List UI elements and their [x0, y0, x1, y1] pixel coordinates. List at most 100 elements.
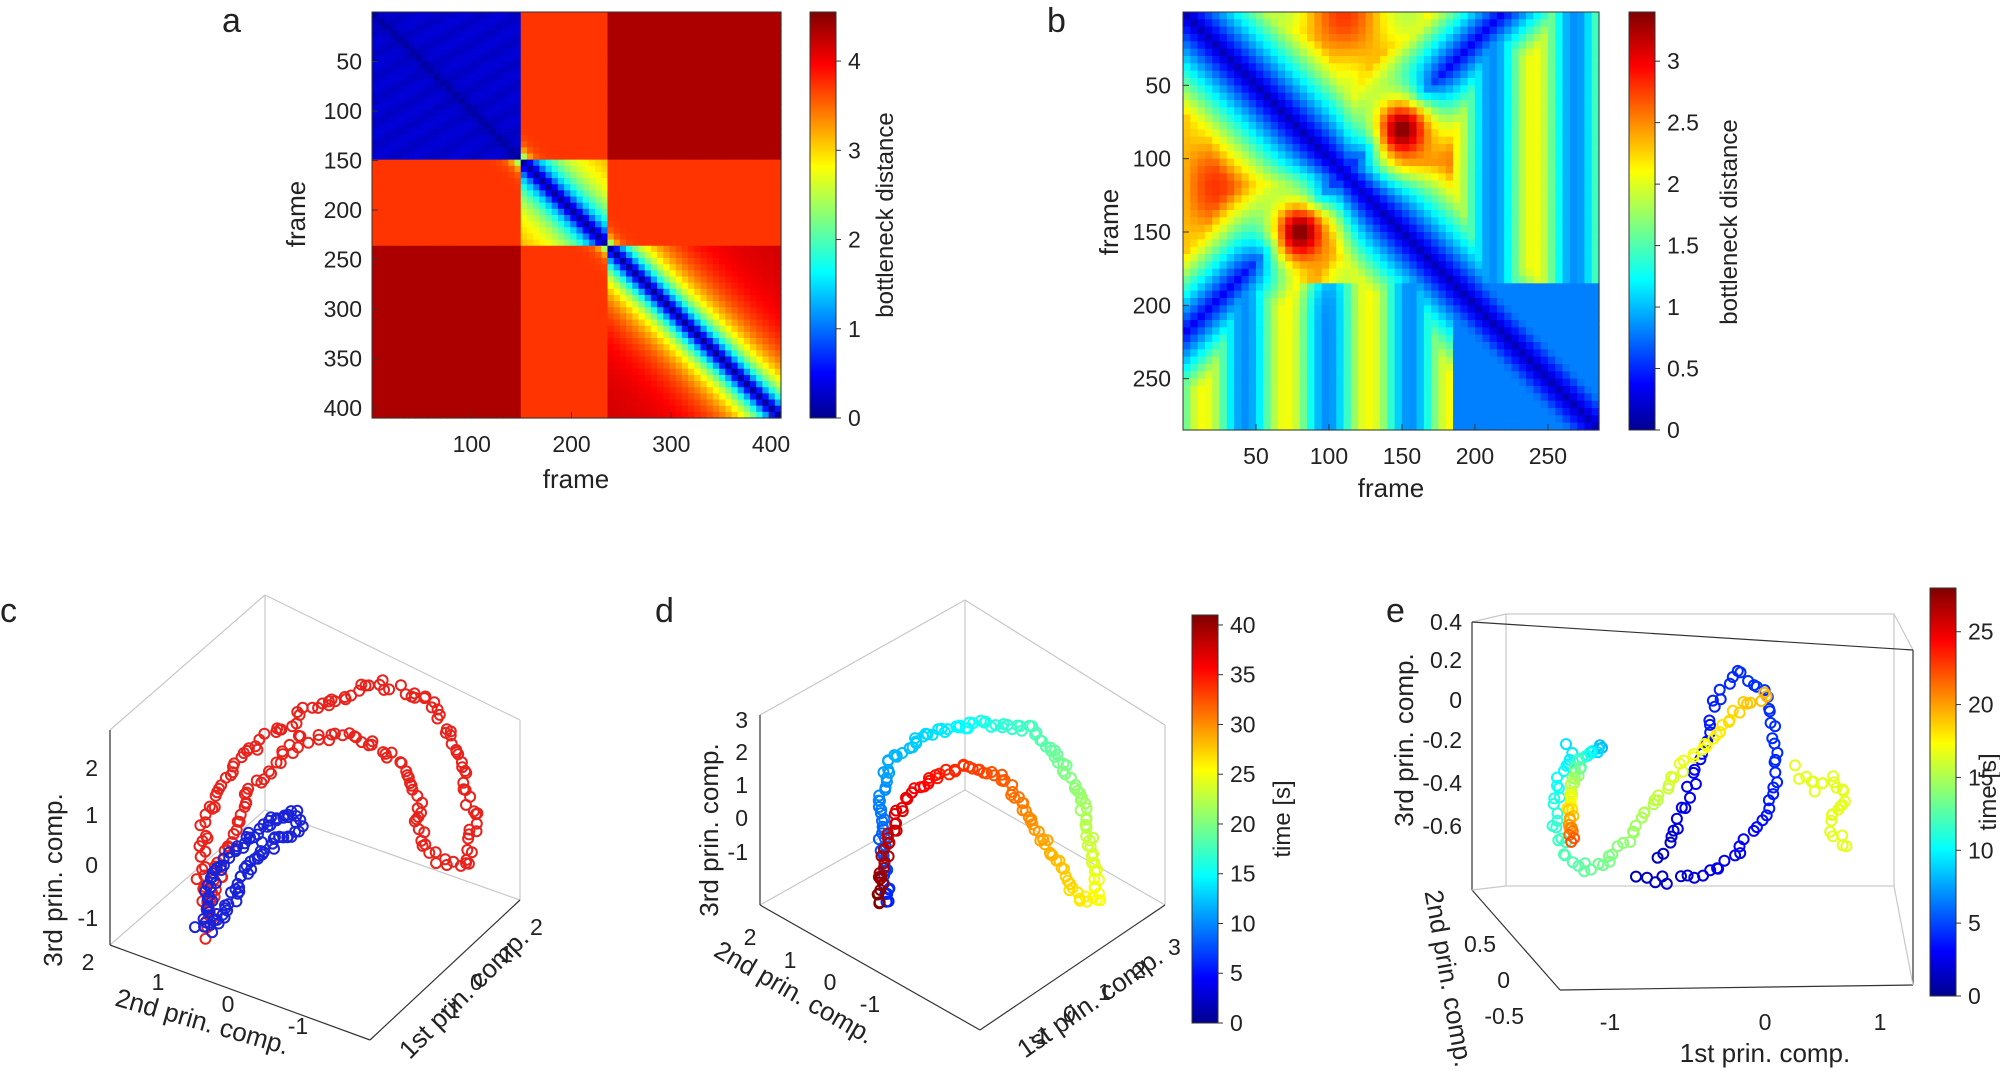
heatmap-a-cell — [477, 116, 485, 124]
heatmap-a-cell — [756, 42, 764, 50]
heatmap-a-cell — [557, 110, 565, 118]
heatmap-a-cell — [508, 42, 516, 50]
heatmap-a-cell — [644, 276, 652, 284]
heatmap-a-cell — [477, 24, 485, 32]
heatmap-a-cell — [378, 411, 385, 419]
heatmap-b-cell — [1453, 34, 1461, 42]
heatmap-a-cell — [743, 245, 751, 253]
heatmap-a-cell — [675, 227, 683, 235]
heatmap-b-cell — [1212, 63, 1221, 72]
heatmap-a-cell — [446, 245, 454, 253]
heatmap-a-cell — [688, 85, 695, 93]
heatmap-b-cell — [1307, 19, 1315, 28]
heatmap-a-cell — [644, 18, 652, 25]
heatmap-a-cell — [458, 393, 466, 401]
heatmap-a-cell — [471, 208, 478, 216]
heatmap-a-cell — [768, 24, 776, 32]
heatmap-a-cell — [520, 338, 528, 345]
heatmap-a-cell — [774, 362, 782, 370]
heatmap-a-cell — [458, 387, 466, 394]
heatmap-a-cell — [650, 393, 658, 401]
heatmap-a-cell — [607, 362, 615, 370]
heatmap-a-cell — [632, 159, 640, 167]
heatmap-a-cell — [595, 276, 602, 284]
heatmap-a-cell — [774, 338, 782, 345]
heatmap-a-cell — [495, 258, 503, 265]
heatmap-a-cell — [464, 356, 472, 364]
heatmap-a-cell — [626, 381, 633, 388]
heatmap-a-cell — [601, 221, 609, 228]
heatmap-a-cell — [533, 362, 540, 370]
heatmap-a-cell — [533, 190, 540, 198]
heatmap-a-cell — [545, 264, 553, 271]
heatmap-a-cell — [458, 104, 466, 112]
heatmap-a-cell — [582, 98, 590, 105]
heatmap-a-cell — [520, 171, 528, 179]
heatmap-a-cell — [700, 288, 708, 296]
heatmap-a-cell — [390, 239, 398, 247]
heatmap-a-cell — [421, 344, 429, 351]
heatmap-a-cell — [712, 239, 720, 247]
heatmap-a-cell — [632, 221, 640, 228]
heatmap-b-cell — [1423, 56, 1432, 64]
heatmap-a-cell — [774, 36, 782, 44]
heatmap-a-cell — [446, 313, 454, 321]
heatmap-a-cell — [657, 110, 664, 118]
heatmap-b-cell — [1511, 41, 1520, 50]
heatmap-a-cell — [675, 110, 683, 118]
heatmap-a-cell — [588, 411, 596, 419]
heatmap-a-cell — [402, 184, 410, 191]
heatmap-a-cell — [756, 356, 764, 364]
heatmap-a-cell — [446, 325, 454, 333]
heatmap-a-cell — [719, 399, 726, 407]
heatmap-a-cell — [458, 55, 466, 62]
heatmap-a-cell — [433, 282, 441, 290]
heatmap-a-cell — [409, 208, 416, 216]
heatmap-a-cell — [688, 313, 695, 321]
heatmap-a-cell — [669, 104, 677, 112]
heatmap-a-cell — [477, 313, 485, 321]
heatmap-a-cell — [626, 104, 633, 112]
heatmap-a-cell — [464, 178, 472, 185]
heatmap-a-cell — [378, 153, 385, 161]
heatmap-a-cell — [477, 208, 485, 216]
heatmap-a-cell — [539, 79, 547, 87]
heatmap-a-cell — [502, 153, 509, 161]
heatmap-a-cell — [632, 239, 640, 247]
heatmap-a-cell — [402, 227, 410, 235]
heatmap-a-cell — [750, 36, 757, 44]
heatmap-a-cell — [756, 221, 764, 228]
heatmap-a-cell — [638, 313, 646, 321]
heatmap-a-cell — [657, 399, 664, 407]
heatmap-a-cell — [595, 221, 602, 228]
heatmap-a-cell — [477, 196, 485, 204]
heatmap-a-cell — [743, 42, 751, 50]
heatmap-a-cell — [576, 215, 584, 222]
heatmap-a-cell — [582, 251, 590, 259]
heatmap-b-cell — [1277, 12, 1286, 20]
heatmap-a-cell — [514, 215, 522, 222]
heatmap-a-cell — [712, 67, 720, 75]
heatmap-a-cell — [774, 344, 782, 351]
heatmap-a-cell — [440, 61, 447, 68]
heatmap-a-cell — [681, 245, 689, 253]
heatmap-b-cell — [1365, 12, 1374, 20]
heatmap-a-cell — [452, 264, 460, 271]
heatmap-a-cell — [520, 36, 528, 44]
heatmap-a-cell — [409, 196, 416, 204]
heatmap-b-cell — [1328, 78, 1337, 86]
heatmap-a-cell — [415, 190, 423, 198]
heatmap-a-cell — [619, 12, 627, 19]
heatmap-a-cell — [750, 42, 757, 50]
heatmap-a-cell — [719, 270, 726, 278]
heatmap-a-cell — [502, 184, 509, 191]
heatmap-a-cell — [402, 344, 410, 351]
heatmap-a-cell — [440, 325, 447, 333]
heatmap-a-cell — [576, 227, 584, 235]
heatmap-a-cell — [582, 202, 590, 210]
heatmap-a-cell — [688, 264, 695, 271]
heatmap-a-cell — [650, 116, 658, 124]
heatmap-a-cell — [564, 344, 571, 351]
heatmap-a-cell — [483, 202, 491, 210]
heatmap-a-cell — [433, 141, 441, 148]
